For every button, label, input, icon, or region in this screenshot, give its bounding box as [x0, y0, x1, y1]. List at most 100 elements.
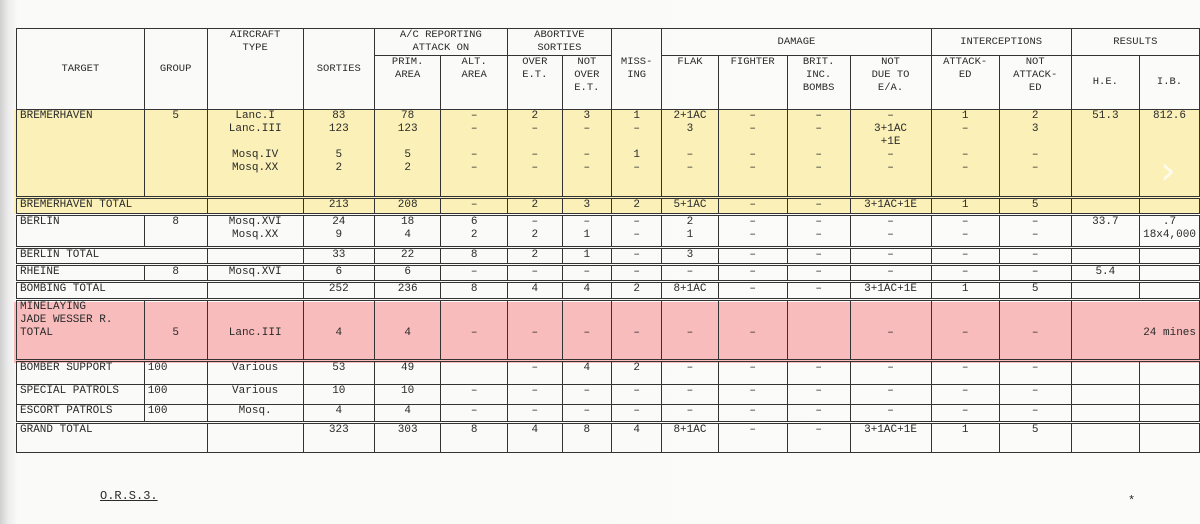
cell: Lanc.I Lanc.III Mosq.IV Mosq.XX: [206, 109, 304, 198]
cell: –: [786, 384, 851, 405]
chevron-right-icon[interactable]: ›: [1160, 148, 1176, 194]
cell-target: ESCORT PATROLS: [16, 404, 145, 423]
cell: –: [506, 384, 563, 405]
cell: –: [998, 263, 1072, 282]
cell: –: [610, 246, 663, 265]
cell: –: [506, 404, 563, 423]
cell: –: [849, 263, 932, 282]
cell: –: [610, 404, 663, 423]
table-row-minelaying: MINELAYING JADE WESSER R. TOTAL 5 Lanc.I…: [16, 298, 1200, 361]
cell: [1070, 246, 1141, 265]
cell: –: [717, 196, 788, 215]
cell-target: RHEINE: [16, 263, 145, 282]
cell-target: BERLIN TOTAL: [16, 246, 208, 265]
cell: –: [849, 298, 932, 361]
header-not-over-et: NOT OVER E.T.: [561, 55, 612, 110]
cell: [206, 246, 304, 265]
header-abortive: ABORTIVE SORTIES: [506, 28, 612, 56]
cell: 236: [373, 280, 442, 300]
cell: –: [849, 246, 932, 265]
table-row-bombing-total: BOMBING TOTAL 252 236 8 4 4 2 8+1AC – –3+1AC+1E 1 5: [16, 280, 1200, 300]
cell: 1: [561, 246, 612, 265]
cell: –: [786, 280, 851, 300]
cell-target: GRAND TOTAL: [16, 421, 208, 453]
cell: –: [440, 404, 508, 423]
cell: 1 – – –: [930, 109, 1000, 198]
cell: [1070, 404, 1141, 423]
cell: 22: [373, 246, 442, 265]
cell: –: [717, 246, 788, 265]
cell: – – – –: [786, 109, 851, 198]
cell: – –: [849, 213, 932, 248]
cell: –: [786, 196, 851, 215]
cell: –: [561, 263, 612, 282]
cell: Lanc.III: [206, 298, 304, 361]
cell: 4: [561, 280, 612, 300]
header-results: RESULTS: [1070, 28, 1200, 56]
table-row-escort-patrols: ESCORT PATROLS 100 Mosq. 4 4– – – – – – – – – –: [16, 404, 1200, 423]
cell: [1139, 421, 1200, 453]
cell: –: [506, 359, 563, 385]
header-attacked: ATTACK- ED: [930, 55, 1000, 110]
cell: [206, 196, 304, 215]
cell: 100: [143, 359, 208, 385]
cell: 4: [302, 298, 375, 361]
cell: 4: [610, 421, 663, 453]
cell: –: [717, 263, 788, 282]
cell: [1139, 246, 1200, 265]
cell-target: BREMERHAVEN: [16, 109, 145, 198]
cell: 6 2: [440, 213, 508, 248]
cell-target: BERLIN: [16, 213, 145, 248]
cell: – 1: [561, 213, 612, 248]
header-over-et: OVER E.T.: [506, 55, 563, 110]
header-brit-inc-bombs: BRIT. INC. BOMBS: [786, 55, 851, 110]
cell: –: [717, 359, 788, 385]
cell: –: [661, 384, 719, 405]
cell: –: [786, 263, 851, 282]
header-fighter: FIGHTER: [717, 55, 788, 110]
cell: 53: [302, 359, 375, 385]
cell: 2+1AC 3 – –: [661, 109, 719, 198]
cell: 3+1AC+1E: [849, 280, 932, 300]
cell: [1070, 421, 1141, 453]
cell: [1070, 359, 1141, 385]
table-body: BREMERHAVEN 5 Lanc.I Lanc.III Mosq.IV Mosq…: [16, 109, 1200, 453]
cell: 5.4: [1070, 263, 1141, 282]
cell: – –: [610, 213, 663, 248]
cell: 8: [440, 280, 508, 300]
cell: [1139, 280, 1200, 300]
cell: 10: [302, 384, 375, 405]
header-not-attacked: NOT ATTACK- ED: [998, 55, 1072, 110]
cell: –: [786, 359, 851, 385]
cell: 213: [302, 196, 375, 215]
cell: –: [849, 359, 932, 385]
cell: 49: [373, 359, 442, 385]
cell-target: BOMBER SUPPORT: [16, 359, 145, 385]
cell: – –: [717, 213, 788, 248]
table-row-bremerhaven-total: BREMERHAVEN TOTAL 213 208–2 3 2 5+1AC – –3+1AC+…: [16, 196, 1200, 215]
cell: –: [661, 404, 719, 423]
cell: 78 123 5 2: [373, 109, 442, 198]
cell: [1139, 404, 1200, 423]
cell: 1: [930, 421, 1000, 453]
header-target: TARGET: [16, 28, 145, 110]
cell: 83 123 5 2: [302, 109, 375, 198]
cell: 6: [373, 263, 442, 282]
cell: 3: [661, 246, 719, 265]
cell: 24 9: [302, 213, 375, 248]
cell: 812.6: [1139, 109, 1200, 198]
cell: 2: [506, 246, 563, 265]
cell: [1139, 196, 1200, 215]
table-row-grand-total: GRAND TOTAL 323 303 8 4 8 4 8+1AC – –3+1AC+1E 1 5: [16, 421, 1200, 453]
cell: 4: [302, 404, 375, 423]
cell-target: BREMERHAVEN TOTAL: [16, 196, 208, 215]
cell: 51.3: [1070, 109, 1141, 198]
cell: 1: [930, 280, 1000, 300]
cell: – – – –: [440, 109, 508, 198]
cell: [1070, 196, 1141, 215]
cell: 24 mines: [1070, 298, 1200, 361]
cell: –: [717, 404, 788, 423]
cell: –: [717, 384, 788, 405]
cell: [1139, 263, 1200, 282]
cell: –: [998, 359, 1072, 385]
